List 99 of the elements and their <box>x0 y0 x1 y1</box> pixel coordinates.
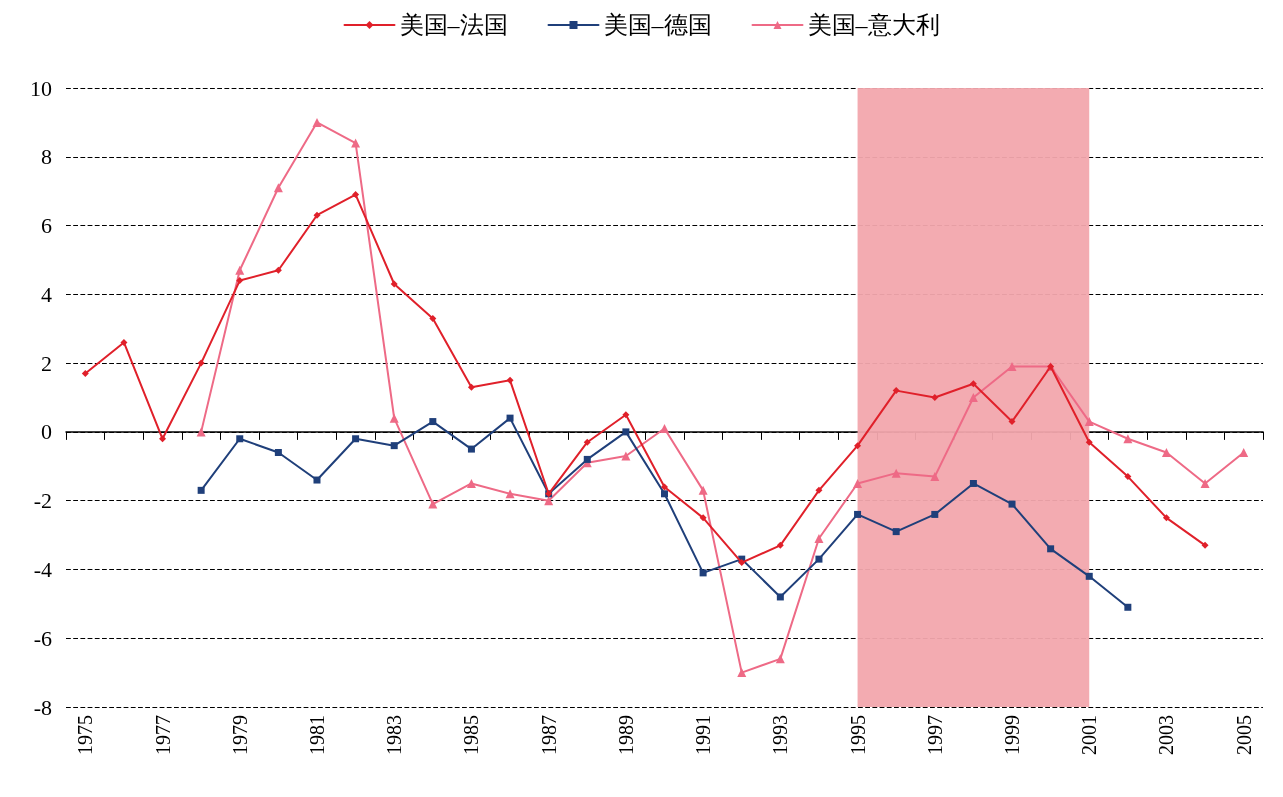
y-tick-label: -6 <box>33 625 52 651</box>
x-tick-label: 1993 <box>769 715 792 755</box>
x-tick-label: 1981 <box>305 715 328 755</box>
x-tick-label: 2003 <box>1155 715 1178 755</box>
point <box>1008 418 1016 426</box>
y-tick-label: 8 <box>41 144 52 170</box>
point <box>312 117 322 127</box>
y-tick-label: -8 <box>33 694 52 720</box>
x-tick-label: 1995 <box>846 715 869 755</box>
point <box>389 413 399 423</box>
point <box>197 486 205 494</box>
point <box>429 418 437 426</box>
y-tick-label: 2 <box>41 350 52 376</box>
point <box>390 280 398 288</box>
y-tick-label: 0 <box>41 419 52 445</box>
point <box>1161 448 1171 458</box>
point <box>1239 448 1249 458</box>
point <box>351 138 361 148</box>
x-tick-label: 1997 <box>923 715 946 755</box>
point <box>235 265 245 275</box>
point <box>236 277 244 285</box>
y-tick-label: 6 <box>41 213 52 239</box>
point <box>776 593 784 601</box>
point <box>1124 603 1132 611</box>
point <box>853 478 863 488</box>
point <box>1085 572 1093 580</box>
y-tick-label: -2 <box>33 488 52 514</box>
point <box>699 569 707 577</box>
x-tick-label: 1987 <box>537 715 560 755</box>
point <box>1162 514 1170 522</box>
point <box>274 266 282 274</box>
point <box>1007 362 1017 372</box>
point <box>661 490 668 498</box>
x-tick-label: 1979 <box>228 715 251 755</box>
point <box>738 559 746 567</box>
legend-label: 美国–意大利 <box>807 12 940 38</box>
x-tick-label: 1985 <box>460 715 483 755</box>
point <box>622 411 630 419</box>
point <box>273 183 283 193</box>
point <box>1047 545 1055 553</box>
point <box>1124 473 1132 481</box>
x-tick-label: 2001 <box>1078 715 1101 755</box>
point <box>583 455 591 463</box>
point <box>969 479 977 487</box>
point <box>815 486 823 494</box>
point <box>120 338 128 346</box>
point <box>467 383 475 391</box>
point <box>352 191 360 199</box>
point <box>892 528 900 536</box>
x-tick-label: 1977 <box>151 715 174 755</box>
point <box>1200 478 1210 488</box>
point <box>1008 500 1016 508</box>
point <box>814 533 824 543</box>
y-tick-label: 4 <box>41 281 52 307</box>
point <box>969 380 977 388</box>
legend-label: 美国–法国 <box>399 12 508 38</box>
point <box>698 485 708 495</box>
x-tick-label: 1975 <box>74 715 97 755</box>
point <box>1085 438 1093 446</box>
x-tick-label: 1991 <box>692 715 715 755</box>
point <box>236 435 244 443</box>
legend-label: 美国–德国 <box>603 12 712 38</box>
point <box>544 496 554 506</box>
x-tick-label: 1983 <box>383 715 406 755</box>
point <box>467 445 475 453</box>
point <box>931 394 939 401</box>
point <box>931 510 939 518</box>
point <box>1201 541 1209 549</box>
point <box>429 314 437 322</box>
point <box>776 541 784 549</box>
point <box>506 376 514 384</box>
point <box>506 414 514 422</box>
point <box>81 369 89 377</box>
point <box>390 442 398 450</box>
point <box>892 387 900 395</box>
point <box>159 435 167 443</box>
point <box>891 468 901 478</box>
y-tick-label: 10 <box>30 75 52 101</box>
point <box>660 423 669 433</box>
point <box>661 483 668 491</box>
point <box>622 428 630 436</box>
point <box>854 510 862 518</box>
x-tick-label: 1999 <box>1001 715 1024 755</box>
point <box>505 489 515 499</box>
x-tick-label: 1989 <box>614 715 637 755</box>
point <box>699 514 707 522</box>
point <box>815 555 823 563</box>
point <box>274 449 282 457</box>
point <box>313 211 321 219</box>
point <box>854 442 862 450</box>
point <box>428 499 438 509</box>
x-tick-label: 2005 <box>1232 715 1255 755</box>
y-tick-label: -4 <box>33 556 52 582</box>
point <box>197 359 205 367</box>
point <box>466 478 476 488</box>
point <box>583 438 591 446</box>
point <box>313 476 321 484</box>
point <box>352 435 360 443</box>
point <box>968 393 978 402</box>
